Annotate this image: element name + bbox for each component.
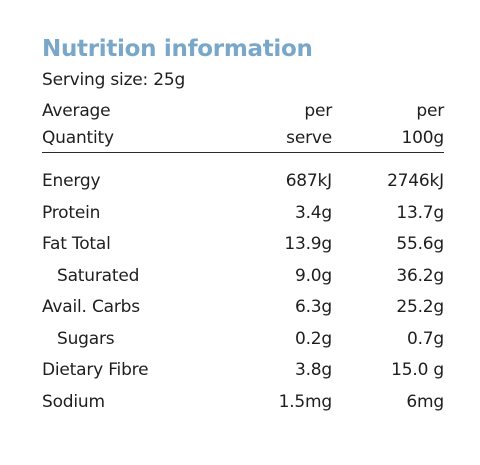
per-serve-value: 3.4g [294, 202, 332, 223]
per-serve-value: 687kJ [285, 171, 333, 191]
nutrient-name: Fat Total [42, 234, 111, 254]
per-serve-value: 6.3g [294, 297, 332, 317]
nutrient-name: Protein [42, 202, 101, 223]
column-header-per-serve-line1: per [304, 101, 332, 121]
table-row: Protein 3.4g 13.7g [42, 198, 444, 230]
per-100g-value: 15.0 g [391, 360, 444, 380]
serving-size: Serving size: 25g [42, 70, 186, 90]
nutrient-name: Sugars [57, 328, 115, 349]
table-row: Sodium 1.5mg 6mg [42, 387, 444, 419]
nutrition-table: Average Quantity per serve per 100g Ener… [42, 98, 444, 418]
column-header-per-100g-line2: 100g [401, 128, 445, 148]
column-header-per-serve: per serve [242, 98, 332, 153]
nutrient-name: Sodium [42, 391, 105, 412]
table-row: Avail. Carbs 6.3g 25.2g [42, 292, 444, 324]
per-100g-value: 36.2g [396, 265, 444, 286]
nutrient-name: Dietary Fibre [42, 360, 149, 380]
per-serve-value: 13.9g [284, 234, 332, 254]
nutrient-name: Saturated [57, 265, 140, 286]
per-100g-value: 55.6g [396, 234, 444, 254]
nutrient-name: Energy [42, 171, 101, 191]
column-header-quantity: Average Quantity [42, 98, 242, 153]
per-serve-value: 3.8g [294, 360, 332, 380]
table-header-row: Average Quantity per serve per 100g [42, 98, 444, 153]
table-row: Fat Total 13.9g 55.6g [42, 229, 444, 261]
table-row: Dietary Fibre 3.8g 15.0 g [42, 355, 444, 387]
nutrient-name: Avail. Carbs [42, 297, 140, 317]
per-serve-value: 0.2g [294, 328, 332, 349]
per-serve-value: 1.5mg [278, 391, 333, 412]
column-header-per-100g: per 100g [332, 98, 445, 153]
column-header-quantity-line1: Average [42, 101, 111, 121]
column-header-quantity-line2: Quantity [42, 128, 114, 148]
column-header-per-serve-line2: serve [286, 128, 332, 148]
per-100g-value: 2746kJ [387, 171, 444, 191]
per-100g-value: 25.2g [396, 297, 444, 317]
nutrition-panel: Nutrition information Serving size: 25g … [42, 34, 444, 418]
table-row: Saturated 9.0g 36.2g [42, 261, 444, 293]
table-row: Sugars 0.2g 0.7g [42, 324, 444, 356]
per-100g-value: 0.7g [406, 328, 444, 349]
per-100g-value: 13.7g [396, 202, 444, 223]
per-100g-value: 6mg [406, 391, 444, 412]
panel-title: Nutrition information [42, 36, 313, 62]
column-header-per-100g-line1: per [416, 101, 444, 121]
per-serve-value: 9.0g [294, 265, 332, 286]
table-row: Energy 687kJ 2746kJ [42, 153, 444, 198]
